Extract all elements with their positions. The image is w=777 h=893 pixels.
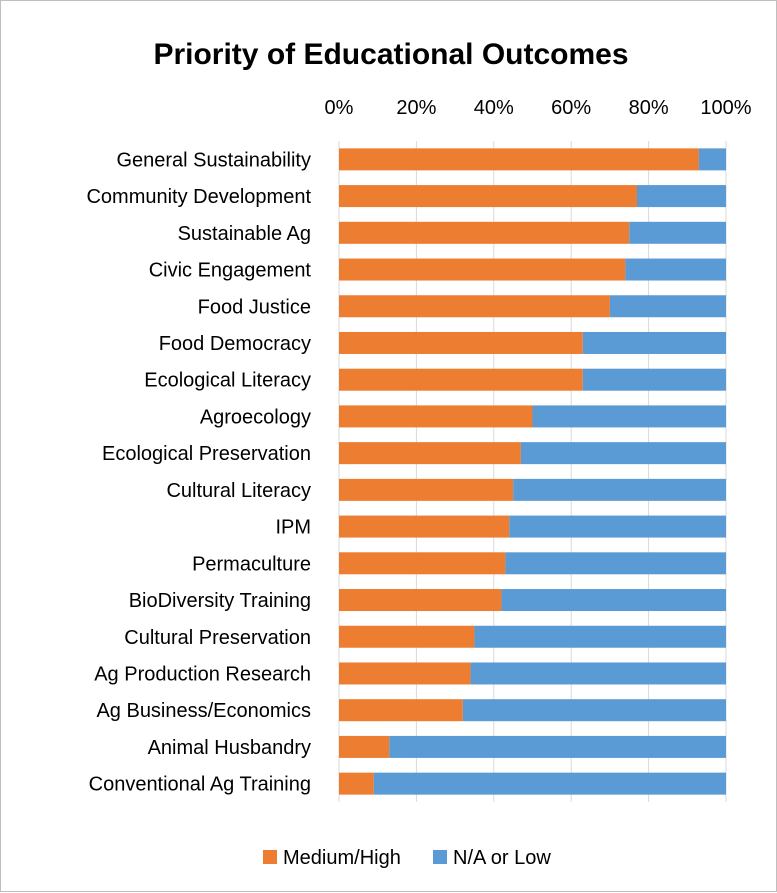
bars	[339, 148, 726, 795]
bar-segment-na-or-low	[513, 478, 726, 501]
bar-segment-na-or-low	[625, 258, 726, 281]
bar-segment-na-or-low	[636, 185, 726, 208]
bar-segment-medium-high	[339, 515, 510, 538]
bar-segment-na-or-low	[698, 148, 726, 171]
category-label: IPM	[275, 517, 311, 539]
bar-segment-na-or-low	[509, 515, 726, 538]
x-axis-ticks: 0% 20% 40% 60% 80% 100%	[325, 97, 752, 119]
legend: Medium/High N/A or Low	[263, 847, 551, 869]
category-label: Civic Engagement	[149, 260, 312, 282]
bar-segment-medium-high	[339, 295, 610, 318]
x-tick-label: 80%	[629, 97, 669, 119]
bar-segment-medium-high	[339, 185, 637, 208]
legend-label: N/A or Low	[453, 847, 551, 869]
bar-segment-na-or-low	[582, 331, 726, 354]
x-tick-label: 40%	[474, 97, 514, 119]
category-label: Food Democracy	[159, 333, 311, 355]
category-label: Food Justice	[198, 296, 311, 318]
bar-segment-medium-high	[339, 442, 521, 465]
category-labels: General Sustainability Community Developm…	[86, 149, 311, 795]
x-tick-label: 20%	[396, 97, 436, 119]
bar-segment-medium-high	[339, 552, 506, 575]
bar-segment-na-or-low	[389, 735, 726, 758]
bar-segment-na-or-low	[462, 699, 726, 722]
legend-swatch	[433, 850, 447, 864]
category-label: Conventional Ag Training	[89, 774, 311, 796]
bar-segment-na-or-low	[532, 405, 726, 428]
category-label: BioDiversity Training	[129, 590, 311, 612]
category-label: Ecological Preservation	[102, 443, 311, 465]
legend-swatch	[263, 850, 277, 864]
bar-segment-medium-high	[339, 258, 626, 281]
bar-segment-na-or-low	[470, 662, 726, 685]
bar-segment-medium-high	[339, 331, 583, 354]
category-label: Animal Husbandry	[148, 737, 311, 759]
bar-segment-medium-high	[339, 368, 583, 391]
bar-segment-medium-high	[339, 772, 374, 795]
category-label: Sustainable Ag	[178, 223, 311, 245]
bar-segment-na-or-low	[582, 368, 726, 391]
bar-segment-na-or-low	[373, 772, 726, 795]
bar-segment-medium-high	[339, 699, 463, 722]
x-tick-label: 0%	[325, 97, 354, 119]
category-label: Ecological Literacy	[144, 370, 311, 392]
bar-segment-na-or-low	[520, 442, 726, 465]
bar-segment-medium-high	[339, 662, 471, 685]
bar-segment-medium-high	[339, 735, 390, 758]
bar-segment-na-or-low	[474, 625, 726, 648]
bar-segment-medium-high	[339, 148, 699, 171]
category-label: Ag Production Research	[94, 663, 311, 685]
bar-segment-medium-high	[339, 478, 514, 501]
bar-segment-medium-high	[339, 221, 630, 244]
category-label: Community Development	[86, 186, 311, 208]
category-label: Ag Business/Economics	[96, 700, 311, 722]
gridlines	[338, 141, 727, 802]
category-label: General Sustainability	[116, 149, 311, 171]
legend-label: Medium/High	[283, 847, 401, 869]
x-tick-label: 100%	[700, 97, 751, 119]
bar-segment-medium-high	[339, 589, 502, 612]
category-label: Cultural Literacy	[166, 480, 311, 502]
bar-segment-na-or-low	[629, 221, 726, 244]
bar-segment-na-or-low	[505, 552, 726, 575]
x-tick-label: 60%	[551, 97, 591, 119]
bar-segment-na-or-low	[609, 295, 726, 318]
bar-segment-na-or-low	[501, 589, 726, 612]
bar-segment-medium-high	[339, 625, 475, 648]
bar-segment-medium-high	[339, 405, 533, 428]
category-label: Cultural Preservation	[124, 627, 311, 649]
category-label: Permaculture	[192, 553, 311, 575]
chart-title: Priority of Educational Outcomes	[153, 38, 628, 71]
category-label: Agroecology	[200, 406, 311, 428]
